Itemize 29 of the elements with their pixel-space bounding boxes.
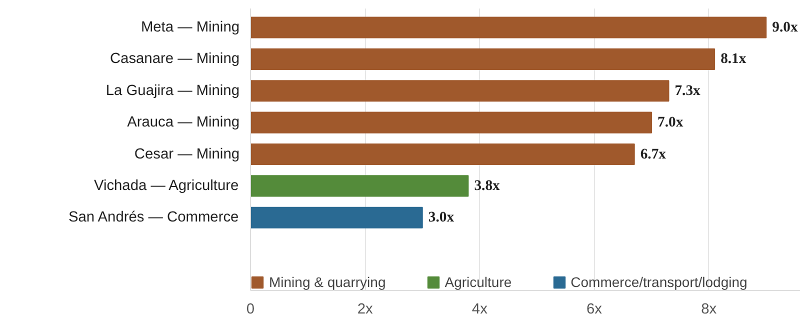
y-tick-label: Vichada — Agriculture xyxy=(94,178,239,194)
y-tick-label: San Andrés — Commerce xyxy=(68,210,239,226)
bar xyxy=(250,112,652,134)
y-tick-label: La Guajira — Mining xyxy=(106,82,240,99)
bar xyxy=(250,143,635,166)
data-label: 8.1x xyxy=(720,51,747,68)
data-label: 3.8x xyxy=(474,178,501,194)
x-tick-label: 8x xyxy=(701,302,718,318)
legend-label: Agriculture xyxy=(444,274,512,290)
data-label: 7.3x xyxy=(674,82,702,99)
y-tick-label: Cesar — Mining xyxy=(134,146,240,162)
y-tick-label: Casanare — Mining xyxy=(110,51,240,68)
bar xyxy=(250,80,670,102)
data-label: 9.0x xyxy=(772,20,798,36)
data-label: 3.0x xyxy=(428,210,455,226)
legend-label: Commerce/transport/lodging xyxy=(570,274,748,290)
x-tick-label: 2x xyxy=(357,302,374,318)
x-tick-label: 6x xyxy=(586,302,603,318)
data-label: 6.7x xyxy=(640,146,667,162)
x-tick-label: 4x xyxy=(472,302,488,318)
x-tick-label: 0 xyxy=(246,302,255,318)
legend-label: Mining & quarrying xyxy=(269,274,386,290)
bar xyxy=(250,175,469,197)
bar xyxy=(250,16,767,38)
bar xyxy=(250,206,423,228)
bar xyxy=(250,48,716,70)
y-tick-label: Arauca — Mining xyxy=(127,114,240,131)
data-label: 7.0x xyxy=(658,114,684,131)
y-tick-label: Meta — Mining xyxy=(140,20,240,36)
